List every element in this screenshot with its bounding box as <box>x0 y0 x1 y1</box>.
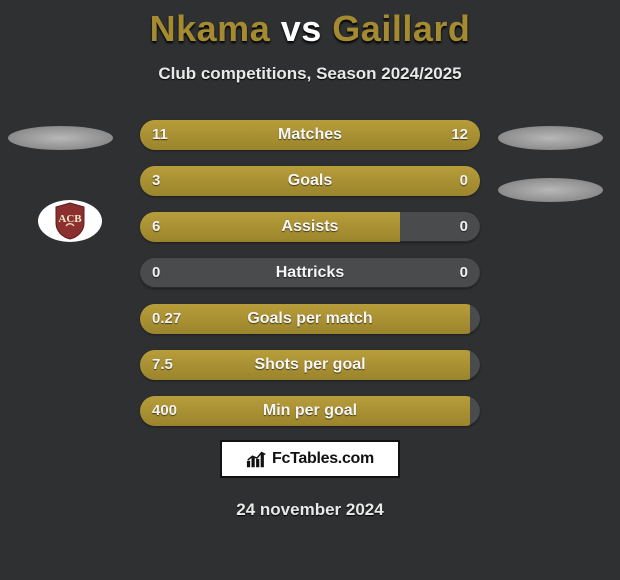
player2-shadow-2 <box>498 178 603 202</box>
stat-row-shots-per-goal: 7.5 Shots per goal <box>140 350 480 380</box>
stat-label: Goals per match <box>140 304 480 334</box>
stat-row-assists: 6 Assists 0 <box>140 212 480 242</box>
brand-logo[interactable]: FcTables.com <box>220 440 400 478</box>
stat-row-matches: 11 Matches 12 <box>140 120 480 150</box>
stat-label: Goals <box>140 166 480 196</box>
player1-shadow-1 <box>8 126 113 150</box>
title-player1: Nkama <box>150 8 271 49</box>
shield-icon: ACB <box>50 201 90 241</box>
date-label: 24 november 2024 <box>0 500 620 520</box>
stat-label: Matches <box>140 120 480 150</box>
stat-label: Min per goal <box>140 396 480 426</box>
stat-value-right: 12 <box>451 120 468 150</box>
stat-value-right: 0 <box>460 258 468 288</box>
subtitle: Club competitions, Season 2024/2025 <box>0 64 620 84</box>
page-title: Nkama vs Gaillard <box>0 0 620 50</box>
title-player2: Gaillard <box>332 8 470 49</box>
stat-row-goals-per-match: 0.27 Goals per match <box>140 304 480 334</box>
stat-bars: 11 Matches 12 3 Goals 0 6 Assists 0 0 Ha… <box>140 120 480 442</box>
player2-shadow-1 <box>498 126 603 150</box>
title-vs: vs <box>281 8 322 49</box>
stat-row-hattricks: 0 Hattricks 0 <box>140 258 480 288</box>
stat-value-right: 0 <box>460 166 468 196</box>
stat-row-min-per-goal: 400 Min per goal <box>140 396 480 426</box>
comparison-arena: ACB 11 Matches 12 3 Goals 0 6 Assists 0 <box>0 120 620 440</box>
bar-chart-icon <box>246 449 268 469</box>
stat-label: Hattricks <box>140 258 480 288</box>
stat-row-goals: 3 Goals 0 <box>140 166 480 196</box>
brand-name: FcTables.com <box>272 450 374 468</box>
player1-club-badge: ACB <box>38 200 102 242</box>
stat-label: Assists <box>140 212 480 242</box>
stat-value-right: 0 <box>460 212 468 242</box>
stat-label: Shots per goal <box>140 350 480 380</box>
